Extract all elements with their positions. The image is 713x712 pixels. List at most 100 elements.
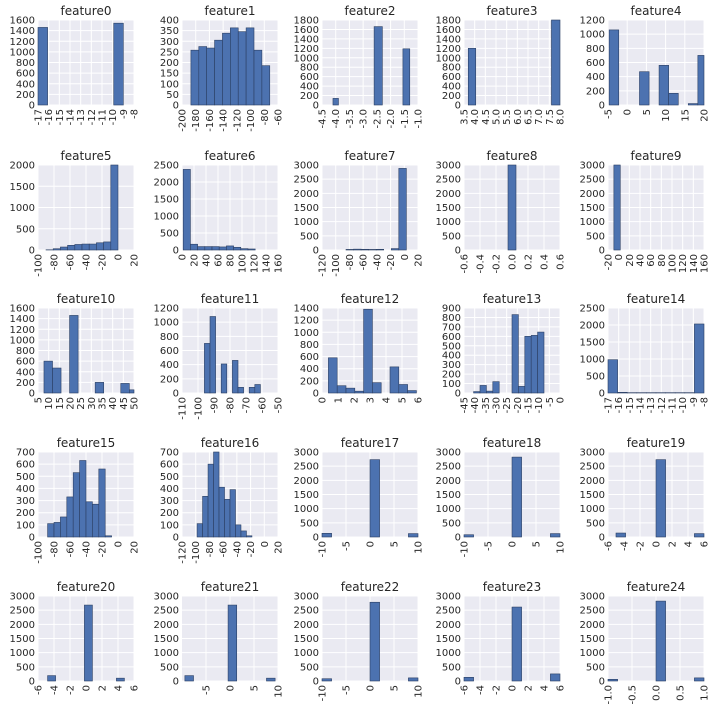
x-tick-label: -14 (636, 397, 647, 413)
x-tick-label: -9 (689, 397, 700, 407)
histogram-bar (47, 675, 56, 682)
x-tick-label: -80 (205, 541, 216, 557)
x-tick-label: -3.0 (359, 109, 370, 129)
y-tick-label: 1600 (436, 25, 461, 36)
histogram-bar (84, 604, 93, 682)
y-tick-label: 0 (599, 389, 605, 400)
x-tick-label: 35 (98, 397, 109, 410)
histogram-bar (524, 336, 532, 394)
y-tick-label: 1600 (10, 304, 35, 315)
x-tick-label: 100 (668, 254, 679, 273)
x-tick-label: 140 (689, 254, 700, 273)
histogram-bar (511, 456, 522, 538)
x-tick-label: 20 (274, 541, 285, 554)
y-tick-label: 1800 (294, 16, 319, 27)
y-tick-label: 700 (442, 322, 461, 333)
y-tick-label: 100 (442, 379, 461, 390)
histogram-bar (209, 316, 216, 394)
x-tick-label: 120 (250, 254, 261, 273)
x-tick-label: -0.4 (476, 254, 487, 274)
x-tick-label: -17 (34, 109, 45, 125)
y-tick-label: 400 (16, 484, 35, 495)
x-tick-label: -20 (98, 541, 109, 557)
x-tick-label: 30 (87, 397, 98, 410)
y-tick-label: 200 (16, 508, 35, 519)
y-tick-label: 1500 (10, 634, 35, 645)
x-tick-label: -20 (513, 397, 524, 413)
x-tick-label: -17 (604, 397, 615, 413)
y-tick-label: 3000 (580, 592, 605, 603)
x-tick-label: -45 (460, 397, 471, 413)
y-tick-label: 200 (16, 378, 35, 389)
x-tick-label: -13 (646, 397, 657, 413)
x-tick-label: 6 (130, 685, 141, 691)
y-tick-label: 0 (29, 389, 35, 400)
histogram-bar (373, 26, 383, 106)
x-tick-label: -25 (502, 397, 513, 413)
x-tick-label: 6.5 (524, 109, 535, 125)
x-tick-label: 0 (623, 109, 634, 115)
histogram-bar (617, 392, 628, 394)
y-tick-label: 600 (442, 332, 461, 343)
histogram-bar (94, 382, 105, 394)
x-tick-label: 5.0 (492, 109, 503, 125)
y-tick-label: 700 (16, 448, 35, 459)
y-tick-label: 900 (442, 304, 461, 315)
x-tick-label: -9 (119, 109, 130, 119)
y-tick-label: 700 (160, 448, 179, 459)
subplot-title: feature20 (57, 580, 116, 594)
x-tick-label: 10 (414, 685, 425, 698)
y-tick-label: 600 (300, 72, 319, 83)
x-tick-label: -5 (202, 685, 213, 695)
x-tick-label: 160 (274, 254, 285, 273)
histogram-bar (184, 675, 194, 682)
histogram-bar (88, 243, 97, 251)
x-tick-label: 5 (398, 397, 409, 403)
y-tick-label: 1200 (10, 37, 35, 48)
x-tick-label: -100 (34, 254, 45, 277)
subplot-title: feature10 (57, 292, 116, 306)
y-tick-label: 1000 (294, 648, 319, 659)
histogram-bar (43, 360, 53, 394)
y-tick-label: 0 (173, 533, 179, 544)
x-tick-label: 1.0 (700, 685, 711, 701)
x-tick-label: -4.0 (331, 109, 342, 129)
histogram-bar (658, 65, 669, 106)
x-tick-label: -60 (258, 397, 269, 413)
y-tick-label: 800 (16, 58, 35, 69)
y-tick-label: 200 (300, 91, 319, 102)
x-tick-label: 120 (678, 254, 689, 273)
x-tick-label: 7.5 (545, 109, 556, 125)
x-tick-label: -12 (87, 109, 98, 125)
x-tick-label: -60 (274, 109, 285, 125)
histogram-bar (66, 496, 74, 538)
x-tick-label: 3 (366, 397, 377, 403)
y-tick-label: 3000 (580, 161, 605, 172)
y-tick-label: 2500 (580, 304, 605, 315)
x-tick-label: -40 (470, 397, 481, 413)
y-tick-label: 2000 (436, 189, 461, 200)
histogram-bar (218, 246, 227, 251)
histogram-bar (197, 246, 206, 251)
histogram-bar (369, 601, 380, 682)
subplot-title: feature15 (57, 436, 116, 450)
histogram-bar (655, 600, 666, 682)
subplot-title: feature0 (61, 4, 112, 18)
x-tick-label: -80 (50, 541, 61, 557)
histogram-bar (363, 308, 373, 394)
x-tick-label: -10 (534, 397, 545, 413)
y-tick-label: 2500 (436, 175, 461, 186)
y-tick-label: 500 (160, 662, 179, 673)
histogram-bar (85, 501, 93, 538)
y-tick-label: 600 (586, 58, 605, 69)
x-tick-label: 0 (614, 254, 625, 260)
y-tick-label: 1400 (294, 34, 319, 45)
y-tick-label: 0 (455, 677, 461, 688)
y-tick-label: 1000 (10, 648, 35, 659)
histogram-bar (247, 248, 256, 251)
x-tick-label: 45 (119, 397, 130, 410)
y-tick-label: 0 (29, 677, 35, 688)
y-tick-label: 0 (173, 246, 179, 257)
